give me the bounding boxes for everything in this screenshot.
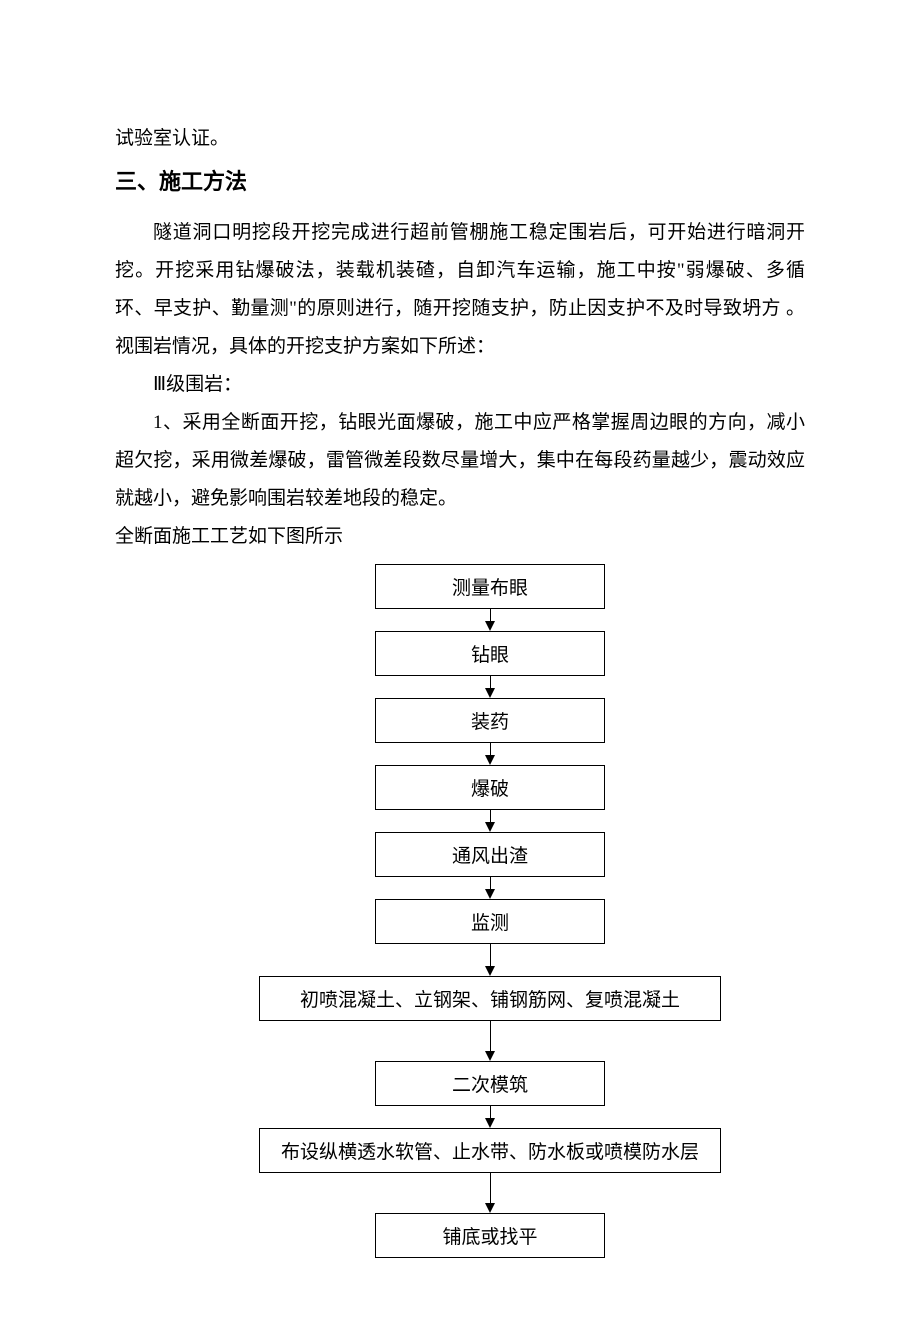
- paragraph-1: 隧道洞口明挖段开挖完成进行超前管棚施工稳定围岩后，可开始进行暗洞开挖。开挖采用钻…: [115, 214, 805, 366]
- paragraph-4: 全断面施工工艺如下图所示: [115, 518, 805, 556]
- flow-node-n6: 监测: [375, 899, 605, 944]
- flow-node-n4: 爆破: [375, 765, 605, 810]
- flow-arrow: [485, 676, 495, 698]
- flow-arrow: [485, 743, 495, 765]
- flow-node-n1: 测量布眼: [375, 564, 605, 609]
- flow-node-n5: 通风出渣: [375, 832, 605, 877]
- paragraph-3: 1、采用全断面开挖，钻眼光面爆破，施工中应严格掌握周边眼的方向，减小超欠挖，采用…: [115, 404, 805, 518]
- flow-arrow: [485, 1173, 495, 1213]
- flow-node-n2: 钻眼: [375, 631, 605, 676]
- continuation-text: 试验室认证。: [115, 120, 805, 158]
- section-heading: 三、施工方法: [115, 162, 805, 202]
- flow-node-n8: 二次模筑: [375, 1061, 605, 1106]
- flow-arrow: [485, 944, 495, 976]
- flow-node-n7: 初喷混凝土、立钢架、铺钢筋网、复喷混凝土: [259, 976, 721, 1021]
- flow-arrow: [485, 1106, 495, 1128]
- flowchart: 测量布眼钻眼装药爆破通风出渣监测初喷混凝土、立钢架、铺钢筋网、复喷混凝土二次模筑…: [175, 564, 805, 1258]
- flow-node-n10: 铺底或找平: [375, 1213, 605, 1258]
- flow-arrow: [485, 810, 495, 832]
- flow-node-n9: 布设纵横透水软管、止水带、防水板或喷模防水层: [259, 1128, 721, 1173]
- flow-arrow: [485, 877, 495, 899]
- flow-arrow: [485, 1021, 495, 1061]
- flow-arrow: [485, 609, 495, 631]
- paragraph-2: Ⅲ级围岩：: [115, 366, 805, 404]
- flow-node-n3: 装药: [375, 698, 605, 743]
